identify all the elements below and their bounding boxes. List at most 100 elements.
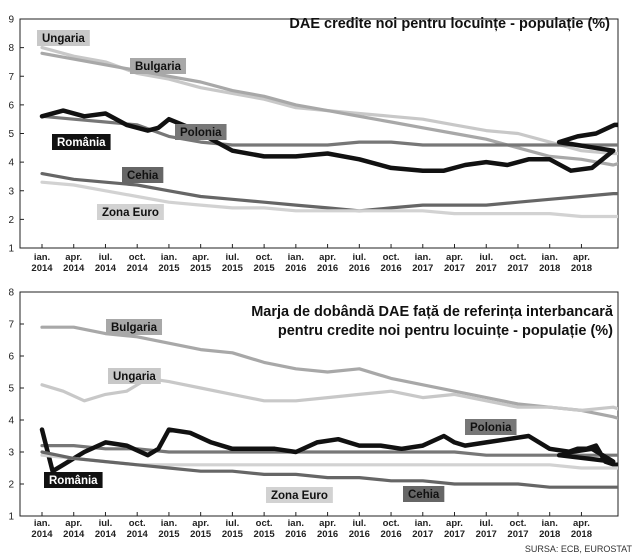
series-label-box	[175, 124, 227, 140]
chart-title-line: Marja de dobândă DAE față de referința i…	[251, 304, 614, 320]
x-tick-label-line: 2015	[222, 529, 244, 540]
x-tick-label-line: 2016	[349, 529, 370, 540]
y-tick-label: 5	[8, 384, 14, 395]
x-tick-label-line: oct.	[256, 518, 273, 529]
x-tick-label: ian. 2018	[539, 518, 560, 540]
series-label-bulgaria: Bulgaria	[130, 58, 187, 74]
x-tick-label: oct. 2014	[127, 518, 149, 540]
x-tick-label-line: oct.	[383, 518, 400, 529]
series-label-box	[403, 486, 445, 502]
source-note: SURSA: ECB, EUROSTAT	[525, 544, 633, 554]
x-tick-label-line: iul.	[226, 252, 240, 263]
x-tick-label: ian. 2018	[539, 252, 560, 274]
x-tick-label-line: ian.	[542, 518, 558, 529]
series-label-box	[52, 134, 111, 150]
x-tick-label: apr. 2014	[63, 252, 85, 274]
y-tick-label: 4	[8, 158, 14, 169]
chart-title-line: pentru credite noi pentru locuințe - pop…	[278, 323, 613, 339]
x-tick-label-line: apr.	[192, 518, 209, 529]
x-tick-label: apr. 2018	[571, 518, 592, 540]
series-label-romnia: România	[44, 472, 103, 488]
x-tick-label: iul. 2017	[476, 518, 497, 540]
x-tick-label: oct. 2017	[507, 518, 528, 540]
x-tick-label-line: 2018	[571, 263, 592, 274]
x-tick-label-line: 2017	[476, 529, 497, 540]
series-line-romnia	[39, 427, 618, 474]
x-tick-label-line: oct.	[129, 518, 146, 529]
x-tick-label: apr. 2015	[190, 252, 212, 274]
series-line-polonia	[40, 444, 618, 457]
series-label-ungaria: Ungaria	[37, 30, 90, 46]
x-tick-label: apr. 2016	[317, 518, 338, 540]
series-line-cehia	[40, 450, 618, 489]
series-label-box	[130, 58, 187, 74]
x-tick-label: ian. 2015	[158, 518, 180, 540]
x-tick-label-line: ian.	[161, 518, 177, 529]
x-tick-label-line: 2015	[190, 263, 212, 274]
x-tick-label-line: apr.	[65, 518, 82, 529]
x-tick-label-line: oct.	[383, 252, 400, 263]
series-label-text: Cehia	[127, 170, 159, 182]
x-tick-label-line: 2015	[158, 529, 180, 540]
series-line-zonaeuro	[40, 180, 618, 219]
series-line-polonia	[40, 114, 618, 147]
series-label-polonia: Polonia	[465, 419, 517, 435]
series-label-box	[106, 319, 163, 335]
series-label-text: Ungaria	[42, 33, 85, 45]
x-tick-label-line: iul.	[99, 518, 113, 529]
x-tick-label-line: 2014	[63, 263, 85, 274]
x-tick-label-line: 2014	[95, 529, 117, 540]
series-label-text: România	[49, 475, 98, 487]
x-tick-label: apr. 2014	[63, 518, 85, 540]
series-label-box	[108, 368, 161, 384]
x-tick-label: iul. 2015	[222, 518, 244, 540]
y-tick-label: 6	[8, 352, 14, 363]
x-tick-label-line: apr.	[446, 518, 463, 529]
series-label-ungaria: Ungaria	[108, 368, 161, 384]
x-tick-label-line: 2014	[127, 529, 149, 540]
series-label-text: Zona Euro	[102, 207, 159, 219]
series-line-ungaria	[40, 376, 618, 412]
x-tick-label-line: oct.	[510, 518, 527, 529]
x-tick-label-line: 2014	[31, 529, 53, 540]
x-tick-label-line: iul.	[352, 518, 366, 529]
x-tick-label-line: 2017	[444, 263, 465, 274]
x-tick-label: ian. 2016	[285, 252, 306, 274]
x-tick-label-line: apr.	[573, 252, 590, 263]
x-tick-label: iul. 2015	[222, 252, 244, 274]
x-tick-label-line: apr.	[319, 518, 336, 529]
x-tick-label: iul. 2016	[349, 252, 370, 274]
chart-title-line: DAE credite noi pentru locuințe - popula…	[289, 16, 610, 32]
x-tick-label-line: ian.	[415, 518, 431, 529]
y-tick-label: 6	[8, 100, 14, 111]
x-tick-label-line: 2018	[539, 263, 560, 274]
x-tick-label: iul. 2014	[95, 252, 117, 274]
x-tick-label: ian. 2017	[412, 518, 433, 540]
x-tick-label: apr. 2017	[444, 252, 465, 274]
x-tick-label-line: 2016	[349, 263, 370, 274]
x-tick-label: oct. 2014	[127, 252, 149, 274]
y-tick-label: 4	[8, 416, 14, 427]
x-tick-label-line: 2016	[317, 263, 338, 274]
y-tick-label: 9	[8, 15, 14, 26]
series-label-box	[97, 204, 164, 220]
series-label-text: România	[57, 137, 106, 149]
x-tick-label-line: iul.	[352, 252, 366, 263]
x-tick-label-line: iul.	[479, 518, 493, 529]
series-label-zonaeuro: Zona Euro	[97, 204, 164, 220]
y-tick-label: 3	[8, 186, 14, 197]
x-tick-label-line: 2015	[254, 529, 276, 540]
x-tick-label: oct. 2015	[254, 252, 276, 274]
x-tick-label-line: apr.	[192, 252, 209, 263]
x-tick-label: ian. 2015	[158, 252, 180, 274]
series-label-text: Zona Euro	[271, 490, 328, 502]
x-tick-label-line: oct.	[256, 252, 273, 263]
x-tick-label: apr. 2018	[571, 252, 592, 274]
x-tick-label-line: ian.	[161, 252, 177, 263]
x-tick-label: apr. 2015	[190, 518, 212, 540]
series-label-text: Cehia	[408, 489, 440, 501]
x-tick-label-line: 2014	[63, 529, 85, 540]
x-tick-label-line: ian.	[288, 518, 304, 529]
